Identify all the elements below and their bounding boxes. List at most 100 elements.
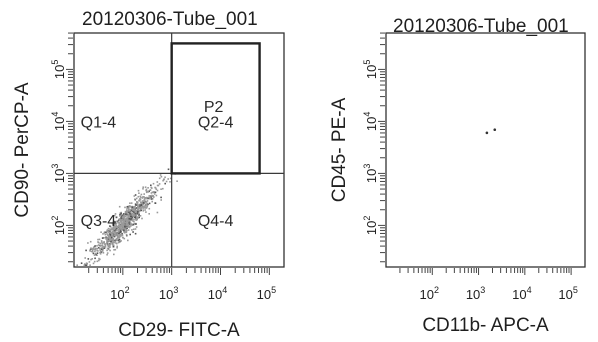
x-tick-label: 105 bbox=[257, 285, 276, 302]
event-point bbox=[156, 211, 159, 214]
event-point bbox=[110, 228, 113, 231]
event-point bbox=[125, 223, 128, 225]
event-point bbox=[145, 191, 148, 194]
event-point bbox=[106, 234, 109, 236]
event-point bbox=[133, 216, 136, 219]
event-point bbox=[115, 216, 118, 219]
x-tick-label: 103 bbox=[466, 285, 485, 302]
y-axis-label: CD45- PE-A bbox=[329, 97, 350, 202]
event-point bbox=[147, 187, 149, 189]
event-point bbox=[119, 226, 121, 229]
event-point bbox=[123, 231, 126, 233]
event-point bbox=[134, 228, 137, 230]
event-point bbox=[126, 214, 129, 217]
event-point bbox=[99, 258, 101, 261]
event-point bbox=[130, 215, 133, 217]
event-point bbox=[136, 203, 139, 205]
event-point bbox=[135, 209, 138, 212]
event-point bbox=[153, 196, 155, 198]
event-point bbox=[127, 226, 129, 228]
event-point bbox=[120, 229, 123, 231]
event-point bbox=[131, 219, 133, 221]
event-point bbox=[111, 239, 114, 242]
event-point bbox=[140, 201, 142, 204]
event-point bbox=[125, 234, 128, 236]
event-point bbox=[130, 218, 133, 220]
event-point bbox=[91, 250, 93, 253]
event-point bbox=[97, 241, 99, 243]
event-point bbox=[122, 213, 125, 215]
event-point bbox=[165, 180, 168, 183]
event-point bbox=[120, 217, 122, 220]
event-point bbox=[119, 221, 122, 223]
event-point bbox=[118, 223, 120, 225]
event-point bbox=[106, 230, 108, 232]
event-point bbox=[130, 205, 132, 208]
event-point bbox=[154, 191, 157, 194]
event-point bbox=[106, 244, 109, 246]
event-point bbox=[126, 207, 128, 210]
event-point bbox=[124, 225, 126, 228]
event-point bbox=[116, 247, 118, 249]
event-point bbox=[143, 200, 145, 203]
y-tick-label: 105 bbox=[50, 60, 67, 79]
event-point bbox=[116, 226, 118, 229]
event-point bbox=[126, 213, 128, 216]
event-point bbox=[146, 196, 148, 199]
event-point bbox=[101, 247, 103, 249]
event-point bbox=[144, 186, 147, 188]
event-point bbox=[126, 209, 128, 211]
event-point bbox=[124, 227, 126, 230]
event-point bbox=[146, 197, 148, 200]
event-point bbox=[118, 234, 121, 237]
event-point bbox=[116, 233, 119, 236]
event-point bbox=[145, 189, 147, 192]
event-point bbox=[164, 176, 166, 179]
event-point bbox=[102, 237, 104, 239]
event-point bbox=[117, 239, 120, 241]
event-point bbox=[134, 209, 136, 211]
event-point bbox=[84, 257, 86, 259]
event-point bbox=[109, 229, 112, 231]
event-point bbox=[121, 220, 124, 222]
x-tick-label: 104 bbox=[512, 285, 531, 302]
event-point bbox=[141, 217, 143, 220]
y-tick-label: 104 bbox=[362, 112, 379, 131]
event-point bbox=[140, 202, 143, 205]
event-point bbox=[135, 207, 138, 209]
event-point bbox=[105, 238, 107, 240]
event-point bbox=[137, 207, 139, 210]
event-point bbox=[111, 232, 113, 235]
event-point bbox=[97, 246, 100, 249]
event-point bbox=[94, 257, 96, 260]
event-point bbox=[120, 231, 122, 233]
event-point bbox=[112, 245, 115, 248]
event-point bbox=[108, 231, 110, 233]
event-point bbox=[109, 237, 112, 240]
event-point bbox=[138, 214, 140, 216]
gate-p2 bbox=[170, 42, 261, 175]
event-point bbox=[85, 264, 88, 266]
event-point bbox=[114, 248, 117, 251]
event-point bbox=[119, 213, 121, 216]
event-point bbox=[108, 239, 110, 242]
event-point bbox=[114, 226, 117, 228]
event-point bbox=[84, 263, 86, 265]
event-point bbox=[137, 209, 140, 212]
event-point bbox=[155, 188, 158, 190]
event-point bbox=[151, 187, 153, 189]
event-point bbox=[97, 244, 100, 246]
event-point bbox=[134, 194, 137, 196]
event-point bbox=[117, 241, 120, 244]
event-point bbox=[118, 218, 121, 220]
event-point bbox=[113, 227, 116, 229]
event-point bbox=[126, 227, 128, 229]
event-point bbox=[158, 177, 161, 180]
y-tick-label: 102 bbox=[362, 216, 379, 235]
event-point bbox=[139, 197, 141, 200]
event-point bbox=[135, 215, 138, 217]
event-point bbox=[149, 195, 152, 197]
event-point bbox=[106, 239, 109, 241]
event-point bbox=[126, 205, 129, 208]
event-point bbox=[128, 218, 130, 221]
